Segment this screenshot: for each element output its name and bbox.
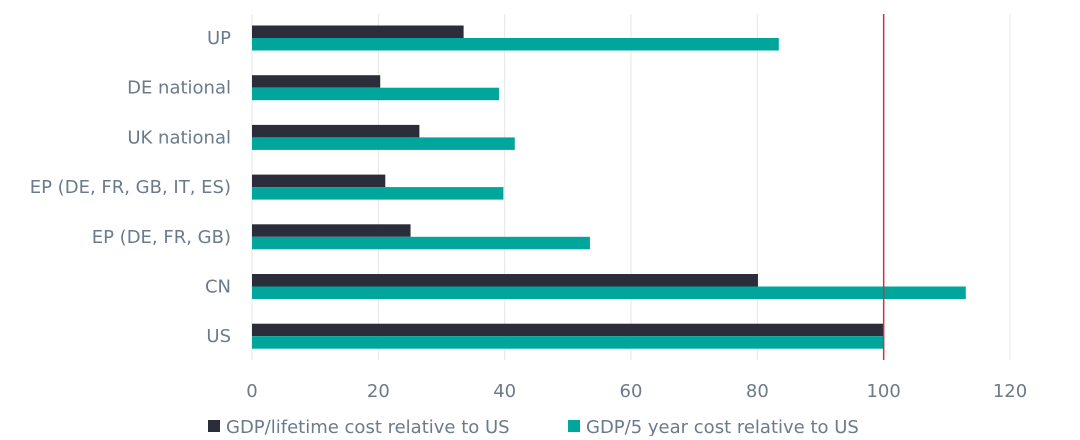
bar-lifetime xyxy=(252,124,420,138)
bars xyxy=(252,25,966,349)
bar-5-year xyxy=(252,87,499,101)
gridlines xyxy=(251,14,1011,360)
category-label: DE national xyxy=(127,78,231,99)
bar-5-year xyxy=(252,286,966,299)
x-axis-tick-labels: 0 20 40 60 80 100 120 xyxy=(246,381,1027,402)
legend-label-5-year: GDP/5 year cost relative to US xyxy=(586,417,859,436)
x-tick-label: 100 xyxy=(866,381,900,402)
category-label: US xyxy=(206,326,231,347)
category-label: EP (DE, FR, GB, IT, ES) xyxy=(30,177,231,198)
category-label: EP (DE, FR, GB) xyxy=(92,227,231,248)
bar-5-year xyxy=(252,38,779,51)
legend-swatch-5-year xyxy=(568,420,580,432)
legend: GDP/lifetime cost relative to US GDP/5 ye… xyxy=(208,417,859,438)
bar-lifetime xyxy=(252,75,381,88)
category-label: UK national xyxy=(127,127,231,148)
x-tick-label: 60 xyxy=(620,381,643,402)
legend-label-lifetime: GDP/lifetime cost relative to US xyxy=(226,417,510,436)
bar-5-year xyxy=(252,187,504,200)
bar-5-year xyxy=(252,236,590,250)
bar-lifetime xyxy=(252,174,386,188)
x-tick-label: 80 xyxy=(746,381,769,402)
x-tick-label: 120 xyxy=(993,381,1027,402)
bar-5-year xyxy=(252,137,515,150)
bar-lifetime xyxy=(252,274,758,287)
category-label: UP xyxy=(207,28,231,49)
x-tick-label: 40 xyxy=(493,381,516,402)
bar-lifetime xyxy=(252,323,884,337)
x-tick-label: 0 xyxy=(246,381,257,402)
bar-lifetime xyxy=(252,224,411,237)
bar-lifetime xyxy=(252,25,464,38)
category-label: CN xyxy=(205,277,231,298)
category-labels: UP DE national UK national EP (DE, FR, GB, … xyxy=(30,28,231,347)
x-tick-label: 20 xyxy=(367,381,390,402)
legend-swatch-lifetime xyxy=(208,420,220,432)
bar-5-year xyxy=(252,336,884,349)
